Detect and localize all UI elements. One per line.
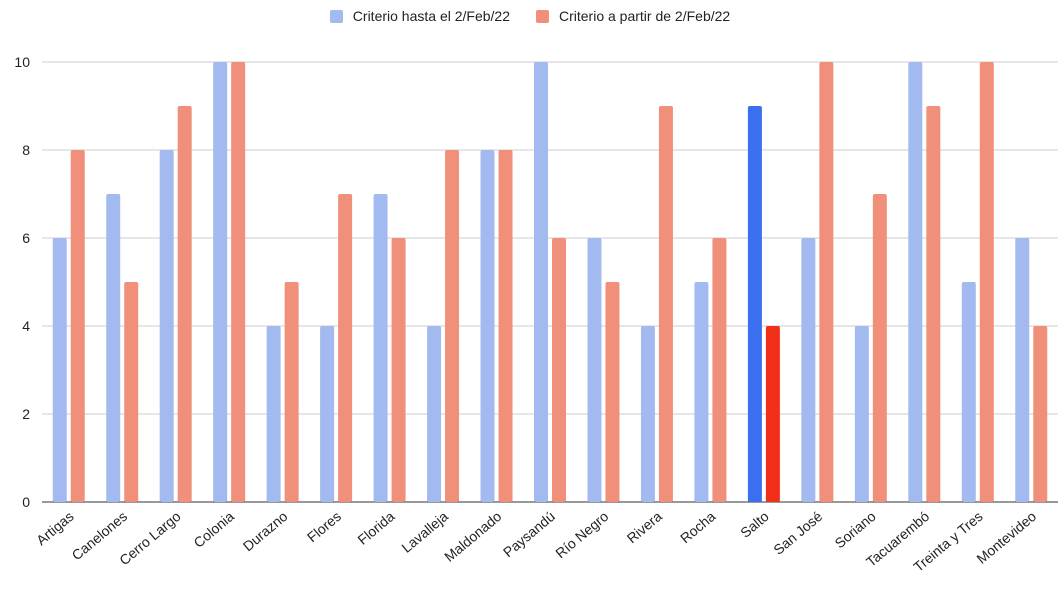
x-tick-label: Paysandú	[500, 508, 558, 560]
bar[interactable]	[480, 150, 495, 502]
legend: Criterio hasta el 2/Feb/22 Criterio a pa…	[0, 8, 1060, 24]
bar[interactable]	[658, 106, 673, 502]
bar[interactable]	[177, 106, 192, 502]
bar[interactable]	[765, 326, 780, 502]
bar[interactable]	[534, 62, 548, 502]
bar[interactable]	[70, 150, 85, 502]
bar[interactable]	[498, 150, 513, 502]
x-tick-label: Salto	[737, 508, 772, 541]
x-tick-label: Flores	[304, 508, 344, 545]
bar[interactable]	[159, 150, 174, 502]
bar[interactable]	[552, 238, 566, 502]
x-tick-label: San José	[770, 508, 825, 558]
bar[interactable]	[1033, 326, 1048, 502]
x-tick-label: Colonia	[190, 508, 237, 551]
x-tick-label: Rocha	[677, 508, 718, 546]
bar[interactable]	[926, 106, 941, 502]
bar[interactable]	[587, 238, 602, 502]
x-tick-label: Lavalleja	[398, 508, 451, 556]
bar[interactable]	[819, 62, 834, 502]
bar[interactable]	[961, 282, 976, 502]
bar[interactable]	[338, 194, 353, 502]
legend-label-series-2: Criterio a partir de 2/Feb/22	[559, 8, 731, 24]
x-tick-label: Florida	[354, 508, 397, 548]
bar[interactable]	[979, 62, 994, 502]
bar[interactable]	[908, 62, 923, 502]
x-tick-label: Durazno	[240, 508, 291, 554]
legend-swatch-series-1	[329, 9, 343, 23]
y-tick-label: 8	[22, 142, 30, 158]
bar[interactable]	[124, 282, 139, 502]
bar[interactable]	[284, 282, 299, 502]
legend-item-series-2[interactable]: Criterio a partir de 2/Feb/22	[536, 8, 730, 24]
bar[interactable]	[427, 326, 442, 502]
x-tick-label: Soriano	[832, 508, 879, 551]
bar[interactable]	[231, 62, 246, 502]
bar[interactable]	[605, 282, 620, 502]
bar[interactable]	[694, 282, 709, 502]
bar[interactable]	[712, 238, 727, 502]
legend-swatch-series-2	[536, 9, 549, 23]
bar[interactable]	[213, 62, 228, 502]
y-tick-label: 2	[22, 406, 30, 422]
bar[interactable]	[854, 326, 869, 502]
bar[interactable]	[1015, 238, 1030, 502]
legend-item-series-1[interactable]: Criterio hasta el 2/Feb/22	[329, 8, 510, 24]
bar[interactable]	[391, 238, 406, 502]
bar[interactable]	[801, 238, 816, 502]
bar[interactable]	[106, 194, 121, 502]
bar[interactable]	[872, 194, 887, 502]
x-tick-label: Montevideo	[973, 508, 1039, 567]
bar[interactable]	[373, 194, 388, 502]
x-tick-label: Río Negro	[552, 508, 611, 561]
legend-label-series-1: Criterio hasta el 2/Feb/22	[352, 8, 510, 24]
x-tick-label: Artigas	[33, 508, 77, 548]
y-tick-label: 0	[22, 494, 30, 510]
bar[interactable]	[747, 106, 762, 502]
y-tick-label: 6	[22, 230, 30, 246]
bar[interactable]	[266, 326, 281, 502]
x-tick-label: Rivera	[624, 508, 665, 546]
bar[interactable]	[640, 326, 655, 502]
bar[interactable]	[52, 238, 67, 502]
bar[interactable]	[320, 326, 335, 502]
x-tick-label: Maldonado	[441, 508, 505, 565]
y-tick-label: 10	[14, 54, 30, 70]
bar[interactable]	[445, 150, 460, 502]
y-tick-label: 4	[22, 318, 30, 334]
